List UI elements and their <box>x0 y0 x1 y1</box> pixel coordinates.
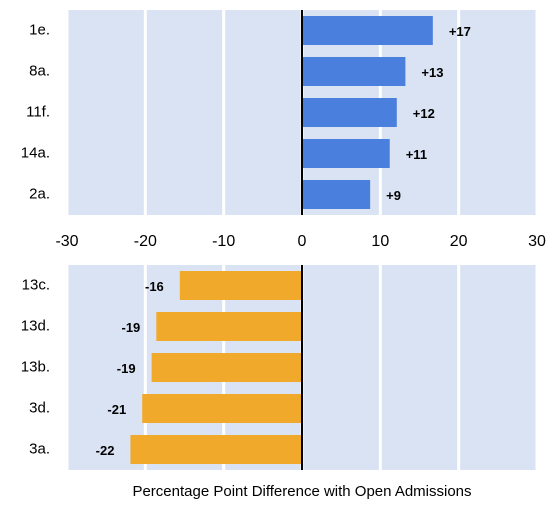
bar <box>151 353 302 382</box>
value-label: -21 <box>107 402 126 417</box>
bar <box>156 312 302 341</box>
y-tick-label: 2a. <box>29 185 50 202</box>
y-tick-label: 13d. <box>21 317 50 334</box>
x-tick-label: 30 <box>528 233 546 250</box>
value-label: +9 <box>386 188 401 203</box>
y-tick-label: 13b. <box>21 358 50 375</box>
bar <box>302 180 371 209</box>
bar <box>130 435 302 464</box>
x-tick-label: -30 <box>55 233 78 250</box>
y-tick-label: 1e. <box>29 21 50 38</box>
value-label: -16 <box>145 279 164 294</box>
bar <box>302 139 390 168</box>
y-tick-label: 3a. <box>29 440 50 457</box>
x-axis-title: Percentage Point Difference with Open Ad… <box>132 483 471 500</box>
x-tick-label: 20 <box>450 233 468 250</box>
value-label: +13 <box>421 65 443 80</box>
bar <box>142 394 302 423</box>
value-label: +11 <box>406 147 427 162</box>
value-label: -19 <box>117 361 136 376</box>
x-tick-label: -20 <box>134 233 157 250</box>
bar <box>302 16 433 45</box>
value-label: -22 <box>96 443 115 458</box>
value-label: -19 <box>122 320 141 335</box>
bar <box>179 271 302 300</box>
y-tick-label: 13c. <box>22 276 50 293</box>
y-tick-label: 11f. <box>26 103 50 120</box>
y-tick-label: 3d. <box>29 399 50 416</box>
y-tick-label: 8a. <box>29 62 50 79</box>
y-tick-label: 14a. <box>21 144 50 161</box>
x-tick-label: 0 <box>298 233 307 250</box>
value-label: +12 <box>413 106 435 121</box>
bar <box>302 57 406 86</box>
x-tick-label: -10 <box>212 233 235 250</box>
bar <box>302 98 397 127</box>
value-label: +17 <box>449 24 471 39</box>
x-tick-label: 10 <box>371 233 389 250</box>
